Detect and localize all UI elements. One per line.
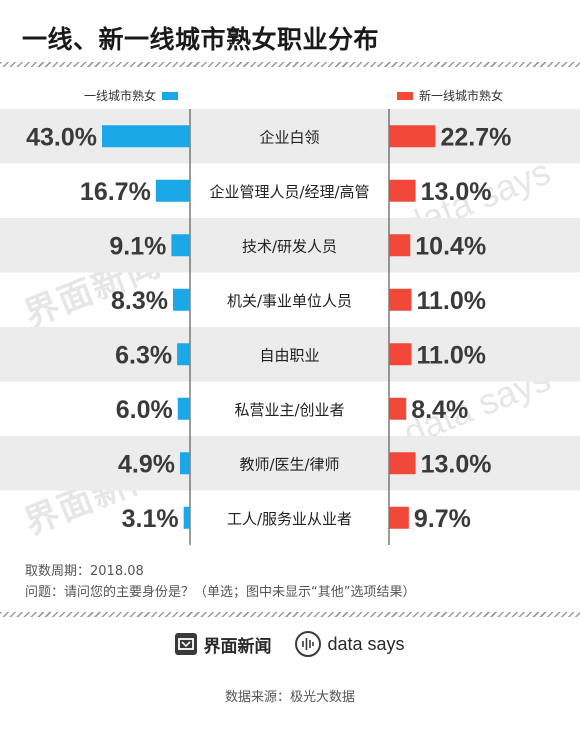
footer-brands: 界面新闻 data says [0,631,580,657]
legend-first-tier-label: 一线城市熟女 [84,89,157,103]
category-label-2: 技术/研发人员 [242,237,337,255]
brand-datasays: data says [295,631,405,657]
legend-new-first-tier: 新一线城市熟女 [397,87,503,104]
label-new-first-tier-0: 22.7% [440,123,511,151]
bar-new-first-tier-7 [389,506,409,529]
chart-title: 一线、新一线城市熟女职业分布 [22,25,380,54]
category-label-3: 机关/事业单位人员 [227,292,352,310]
data-source: 数据来源：极光大数据 [224,690,355,705]
footer-divider [0,612,580,617]
brand-jiemian-name: 界面新闻 [203,636,272,657]
bar-new-first-tier-4 [389,343,412,366]
bar-new-first-tier-0 [389,125,436,148]
label-new-first-tier-6: 13.0% [421,450,492,478]
legend-first-tier-swatch [162,91,179,100]
brand-jiemian: 界面新闻 [175,632,271,657]
label-new-first-tier-1: 13.0% [421,178,492,206]
brand-datasays-name: data says [327,633,405,654]
bar-new-first-tier-5 [389,397,407,420]
category-label-0: 企业白领 [259,128,319,146]
category-label-6: 教师/医生/律师 [239,455,339,473]
bar-new-first-tier-6 [389,452,416,475]
label-first-tier-1: 16.7% [80,178,151,206]
label-first-tier-6: 4.9% [118,450,175,478]
label-first-tier-3: 8.3% [111,287,168,315]
category-label-5: 私营业主/创业者 [234,401,344,419]
legend-new-first-tier-label: 新一线城市熟女 [419,89,504,103]
butterfly-bar-chart: 43.0% 22.7% 企业白领 16.7% 13.0% 企业管理人员/经理/高管 9.1%… [0,109,580,545]
note-period: 取数周期：2018.08 [25,564,144,579]
legend-new-first-tier-swatch [397,91,413,100]
bar-first-tier-4 [177,343,190,366]
label-new-first-tier-5: 8.4% [411,396,468,424]
bar-first-tier-2 [171,234,190,257]
row-band-0 [0,109,580,164]
label-new-first-tier-3: 11.0% [417,287,487,315]
bar-new-first-tier-3 [389,288,412,311]
row-band-6 [0,436,580,491]
label-first-tier-4: 6.3% [115,341,172,369]
bar-first-tier-6 [179,452,190,475]
title-divider [0,62,580,67]
label-new-first-tier-4: 11.0% [417,341,487,369]
label-first-tier-7: 3.1% [122,505,179,533]
label-new-first-tier-7: 9.7% [414,505,471,533]
label-new-first-tier-2: 10.4% [415,232,486,260]
row-band-4 [0,327,580,382]
bar-new-first-tier-2 [389,234,411,257]
bar-first-tier-3 [173,288,190,311]
row-band-2 [0,218,580,273]
label-first-tier-2: 9.1% [109,232,166,260]
bar-new-first-tier-1 [389,179,416,202]
bar-first-tier-0 [102,125,190,148]
legend-first-tier: 一线城市熟女 [84,87,179,104]
jiemian-logo-icon [175,633,198,655]
label-first-tier-0: 43.0% [26,123,97,151]
category-label-4: 自由职业 [259,346,319,364]
bar-first-tier-1 [155,179,190,202]
category-label-7: 工人/服务业从业者 [227,510,352,528]
bar-first-tier-5 [177,397,190,420]
bar-first-tier-7 [183,506,190,529]
note-question: 问题：请问您的主要身份是？（单选；图中未显示“其他”选项结果） [25,585,416,600]
label-first-tier-5: 6.0% [116,396,173,424]
datasays-logo-icon [295,631,322,657]
category-label-1: 企业管理人员/经理/高管 [209,183,369,201]
